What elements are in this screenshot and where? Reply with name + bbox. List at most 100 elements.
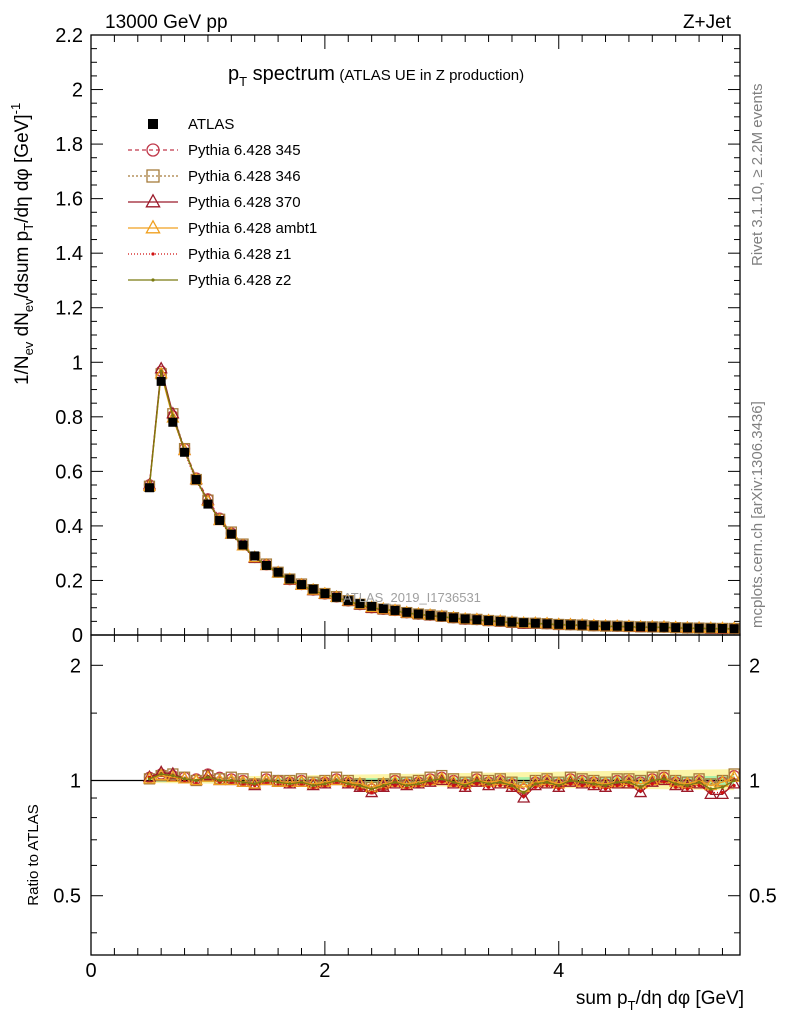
ratio-point — [405, 783, 409, 788]
ratio-point — [592, 782, 596, 786]
ratio-point — [346, 782, 350, 786]
ratio-point — [276, 780, 280, 784]
ratio-point — [627, 783, 631, 788]
mcplots-label: mcplots.cern.ch [arXiv:1306.3436] — [749, 401, 766, 628]
ratio-point — [481, 778, 496, 791]
ratio-point — [720, 785, 725, 789]
y-tick-label-top: 1.4 — [55, 243, 83, 265]
atlas-data-point — [343, 596, 353, 606]
ratio-point — [697, 780, 701, 784]
ratio-point — [580, 783, 584, 788]
atlas-data-point — [507, 617, 517, 627]
ratio-point — [552, 779, 566, 792]
ratio-point — [299, 780, 304, 784]
ratio-point — [592, 785, 596, 789]
ratio-point — [393, 780, 397, 784]
legend-label: ATLAS — [188, 116, 234, 133]
series-point — [171, 414, 175, 418]
ratio-point — [510, 783, 514, 788]
atlas-data-point — [378, 604, 388, 614]
ratio-point — [288, 782, 292, 786]
legend-label: Pythia 6.428 346 — [188, 168, 301, 185]
atlas-data-point — [495, 616, 505, 626]
ratio-point — [329, 773, 344, 786]
atlas-data-point — [729, 624, 739, 634]
ratio-point — [704, 787, 718, 800]
legend-label: Pythia 6.428 z1 — [188, 246, 291, 263]
atlas-data-point — [308, 584, 318, 594]
atlas-data-point — [472, 615, 482, 625]
atlas-data-point — [717, 623, 727, 633]
atlas-data-point — [413, 609, 423, 619]
legend-marker — [145, 219, 161, 234]
ratio-point — [715, 787, 730, 800]
y-tick-label-top: 2.2 — [55, 25, 83, 47]
ratio-point — [557, 783, 561, 788]
ratio-point — [603, 783, 608, 788]
ratio-point — [685, 787, 689, 791]
legend-label: Pythia 6.428 345 — [188, 142, 301, 159]
header-left: 13000 GeV pp — [105, 12, 228, 33]
atlas-data-point — [215, 515, 225, 525]
ratio-tick-label-right: 0.5 — [749, 886, 777, 908]
ratio-tick-label: 0.5 — [53, 886, 81, 908]
legend-label: Pythia 6.428 ambt1 — [188, 220, 317, 237]
ratio-point — [498, 783, 502, 788]
ratio-point — [639, 785, 643, 789]
ratio-point — [206, 775, 210, 779]
atlas-data-point — [706, 623, 716, 633]
y-axis-label-top: 1/Nev dNev/dsum pT/dη dφ [GeV]-1 — [8, 103, 36, 385]
atlas-data-point — [565, 620, 575, 630]
legend-marker — [151, 278, 155, 282]
ratio-point — [639, 789, 643, 793]
ratio-point — [440, 780, 444, 784]
ratio-point — [598, 779, 613, 792]
atlas-data-point — [180, 447, 190, 457]
y-axis-label-bottom: Ratio to ATLAS — [25, 804, 42, 905]
ratio-point — [147, 777, 152, 781]
ratio-point — [498, 780, 502, 784]
ratio-point — [358, 783, 362, 788]
atlas-data-point — [694, 623, 704, 633]
y-tick-label-top: 0 — [72, 625, 83, 647]
ratio-point — [224, 773, 238, 786]
ratio-point — [680, 779, 694, 792]
ratio-tick-label: 1 — [70, 771, 81, 793]
y-tick-label-top: 0.8 — [55, 407, 83, 429]
ratio-point — [440, 777, 444, 781]
atlas-data-point — [273, 567, 283, 577]
legend-label: Pythia 6.428 370 — [188, 194, 301, 211]
x-tick-label: 4 — [553, 960, 564, 982]
ratio-point — [615, 783, 619, 788]
atlas-data-point — [261, 560, 271, 570]
ratio-point — [154, 765, 168, 778]
atlas-data-point — [530, 618, 540, 628]
y-tick-label-top: 2 — [72, 80, 83, 102]
atlas-data-point — [250, 551, 260, 561]
atlas-data-point — [203, 499, 213, 509]
atlas-data-point — [238, 540, 248, 550]
top-axis-ticks: 0 0.2 0.4 0.6 0.8 1 1.2 1.4 1.6 1.8 2 2.2 0 2 4 — [55, 25, 740, 982]
ratio-point — [603, 787, 608, 791]
ratio-point — [522, 790, 526, 795]
x-tick-label: 2 — [319, 960, 330, 982]
atlas-data-point — [285, 574, 295, 584]
atlas-data-point — [577, 620, 587, 630]
legend-marker — [146, 169, 160, 183]
atlas-data-point — [332, 592, 342, 602]
ratio-point — [517, 790, 531, 803]
atlas-data-point — [168, 417, 178, 427]
ratio-point — [475, 778, 479, 783]
ratio-point — [259, 773, 274, 786]
plot-title-sub: (ATLAS UE in Z production) — [339, 67, 524, 84]
ratio-point — [428, 778, 432, 783]
ratio-point — [393, 783, 397, 788]
legend-label: Pythia 6.428 z2 — [188, 272, 291, 289]
ratio-point — [142, 769, 157, 782]
ratio-point — [685, 783, 689, 788]
atlas-data-point — [519, 618, 529, 628]
ratio-point — [451, 783, 456, 788]
ratio-point — [358, 787, 362, 791]
ratio-point — [720, 790, 725, 795]
ratio-point — [171, 773, 175, 778]
